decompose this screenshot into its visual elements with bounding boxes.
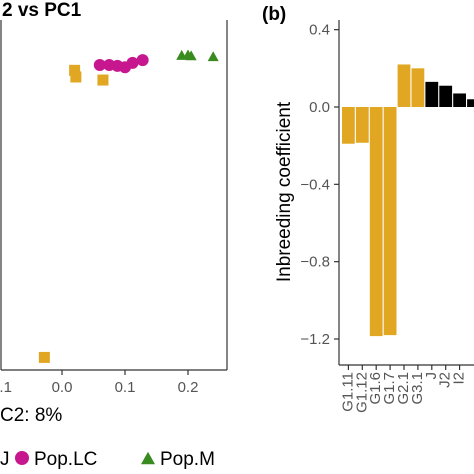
scatter-point-pop-m [207, 51, 219, 62]
scatter-point-pop-lc [93, 59, 106, 72]
bar-x-tick-label: G3.1 [409, 372, 426, 405]
bar [355, 107, 369, 143]
scatter-point-j [38, 351, 50, 363]
bar-y-ticks: 0.4 0.0 −0.4 −0.8 −1.2 [300, 22, 339, 348]
bar-y-axis-title: Inbreeding coefficient [274, 101, 295, 282]
bar [439, 85, 453, 107]
bar [467, 99, 474, 107]
bar-x-tick-label: J [423, 372, 440, 380]
scatter-point-j [69, 64, 81, 76]
bar [369, 107, 383, 337]
scatter-x-ticks: -0.1 0.0 0.1 0.2 [0, 370, 198, 396]
bar [342, 107, 355, 144]
bar-y-tick-label: −0.4 [300, 176, 330, 193]
panel-b-label: (b) [262, 4, 286, 25]
bar [397, 64, 411, 107]
bar [425, 81, 439, 107]
bar-x-tick-label: G1.12 [353, 372, 370, 413]
bar-y-tick-label: 0.0 [309, 99, 330, 116]
bar-x-tick-label: I2 [451, 372, 468, 385]
scatter-x-tick-label: -0.1 [0, 379, 12, 396]
bar-y-tick-label: 0.4 [309, 22, 330, 39]
bar [411, 68, 425, 107]
bar-x-tick-label: G1.11 [339, 372, 356, 412]
bar [383, 107, 397, 336]
bar-x-tick-label: G2.1 [395, 372, 412, 405]
scatter-panel: 2 vs PC1 -0.1 0.0 0.1 0.2 C2: 8% J Pop.LC Pop… [0, 0, 228, 470]
scatter-legend: J Pop.LC Pop.M [0, 449, 215, 470]
scatter-x-tick-label: 0.1 [115, 379, 136, 396]
bar-x-tick-label: G1.6 [367, 372, 384, 405]
bars [342, 64, 474, 337]
scatter-point-j [70, 71, 82, 83]
scatter-title: 2 vs PC1 [2, 0, 82, 21]
scatter-point-pop-lc [126, 56, 139, 69]
scatter-point-pop-m [185, 50, 197, 61]
legend-marker-pop-m [141, 451, 155, 465]
scatter-point-pop-lc [136, 54, 149, 67]
scatter-point-j [97, 74, 109, 86]
scatter-points [38, 49, 219, 363]
legend-label-pop-lc: Pop.LC [34, 449, 97, 470]
bar-x-tick-label: G1.7 [381, 372, 398, 405]
bar [453, 93, 466, 107]
scatter-x-axis-title: C2: 8% [0, 405, 62, 426]
bar-panel: (b) Inbreeding coefficient 0.4 0.0 −0.4 −0.… [262, 4, 474, 413]
bar-y-tick-label: −0.8 [300, 254, 330, 271]
legend-marker-pop-lc [15, 451, 29, 465]
bar-x-tick-label: J2 [437, 372, 454, 388]
legend-label-j: J [0, 449, 10, 470]
legend-label-pop-m: Pop.M [160, 449, 215, 470]
bar-y-tick-label: −1.2 [300, 331, 330, 348]
scatter-x-tick-label: 0.2 [178, 379, 199, 396]
scatter-x-tick-label: 0.0 [52, 379, 73, 396]
